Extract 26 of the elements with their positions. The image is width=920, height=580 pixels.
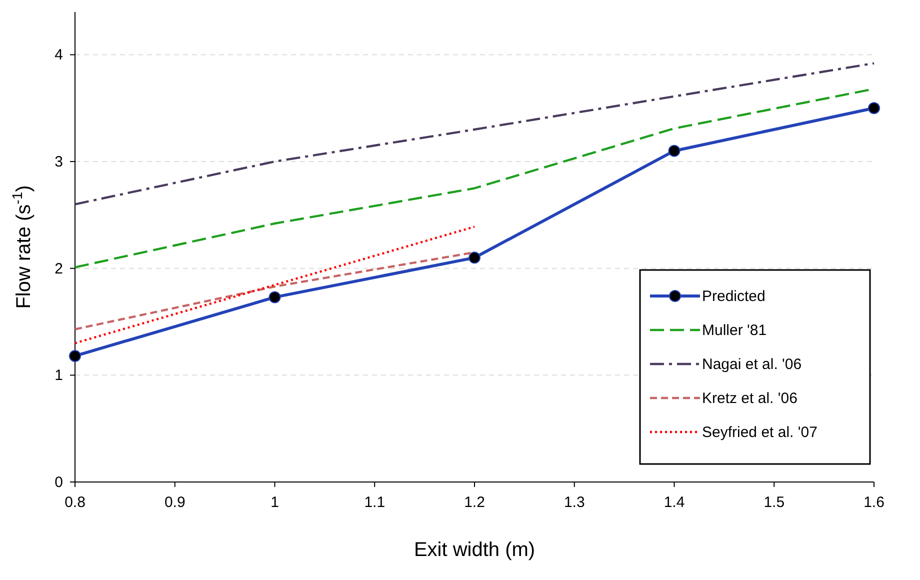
- legend-label: Predicted: [702, 288, 766, 305]
- y-tick-label: 2: [54, 260, 63, 278]
- point: [868, 102, 880, 114]
- legend-label: Seyfried et al. '07: [702, 424, 818, 441]
- legend-label: Muller '81: [702, 322, 767, 339]
- x-tick-label: 1.3: [564, 494, 585, 511]
- y-tick-label: 3: [54, 154, 63, 171]
- point: [69, 350, 81, 362]
- y-tick-label: 0: [54, 474, 63, 491]
- x-tick-label: 1.4: [664, 494, 685, 511]
- legend-label: Nagai et al. '06: [702, 356, 802, 373]
- x-tick-label: 1.5: [764, 494, 785, 511]
- x-tick-label: 1: [270, 494, 279, 511]
- x-tick-label: 0.8: [64, 494, 86, 511]
- x-tick-label: 1.6: [864, 494, 884, 511]
- x-tick-label: 1.1: [364, 494, 386, 511]
- y-tick-label: 4: [54, 46, 63, 64]
- point: [268, 291, 281, 304]
- point: [668, 144, 680, 157]
- x-tick-label: 0.9: [164, 494, 186, 511]
- x-tick-label: 1.2: [464, 494, 485, 511]
- x-axis-title: Exit width (m): [414, 539, 536, 561]
- point: [468, 252, 480, 264]
- y-tick-label: 1: [54, 367, 63, 384]
- line-series: [74, 62, 876, 206]
- legend-label: Kretz et al. '06: [702, 390, 798, 407]
